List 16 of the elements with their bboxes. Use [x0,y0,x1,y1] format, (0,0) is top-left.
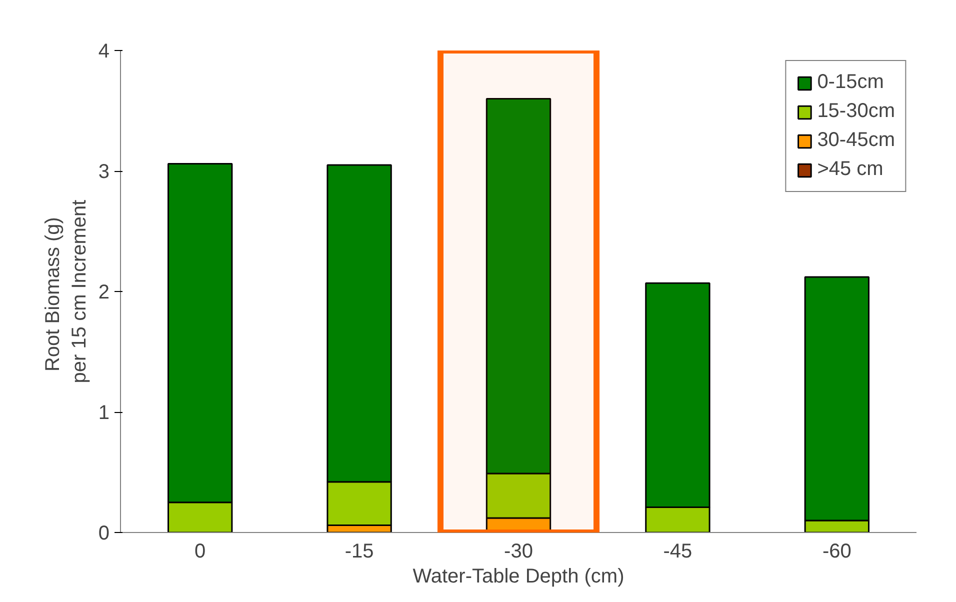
x-tick-label: -30 [504,540,533,562]
legend-label: 15-30cm [817,100,895,123]
y-tick-label: 4 [98,40,110,62]
x-tick-label: 0 [194,540,206,562]
x-tick-label: -60 [822,540,852,562]
x-tick-label: -45 [663,540,692,562]
x-tick-label: -15 [344,540,374,562]
x-axis-title: Water-Table Depth (cm) [412,566,624,588]
legend-label: >45 cm [817,158,884,181]
y-tick-label: 2 [98,282,110,304]
y-tick-label: 3 [98,161,110,183]
legend-label: 0-15cm [817,71,884,94]
y-tick-label: 1 [98,402,110,424]
y-tick-label: 0 [98,522,110,544]
legend-label: 30-45cm [817,129,895,152]
y-axis-title: Root Biomass (g) per 15 cm Increment [42,199,90,384]
